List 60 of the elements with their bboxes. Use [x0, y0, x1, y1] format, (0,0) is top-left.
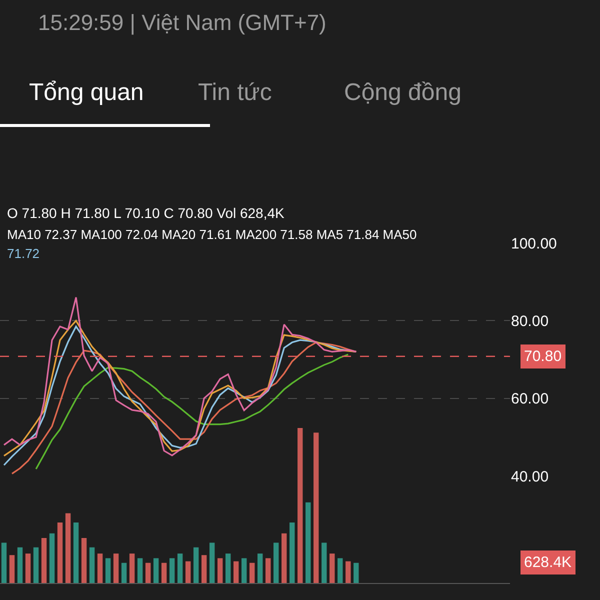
bar — [161, 562, 167, 583]
y-tick-label: 80.00 — [511, 312, 549, 330]
bar — [201, 555, 207, 583]
text: Tổng quan — [29, 79, 144, 106]
line-series — [35, 354, 349, 470]
bar — [113, 554, 119, 583]
bar — [9, 555, 15, 583]
bar — [241, 558, 247, 583]
bar — [145, 562, 151, 583]
bar — [25, 554, 31, 583]
bar — [57, 522, 63, 583]
bar — [73, 522, 79, 583]
text: 628.4K — [524, 554, 572, 571]
bar — [137, 558, 143, 583]
bar — [282, 533, 287, 583]
bar — [354, 562, 359, 583]
bar — [314, 432, 319, 583]
y-tick-label: 100.00 — [511, 235, 557, 252]
bar — [306, 502, 311, 583]
bar — [290, 522, 295, 583]
bar — [177, 554, 183, 583]
bar — [217, 558, 223, 583]
bar — [258, 554, 263, 583]
y-tick-label: 60.00 — [511, 390, 549, 408]
bar — [225, 554, 231, 583]
annotation: 71.72 — [7, 246, 40, 261]
bar — [41, 538, 47, 583]
bar — [81, 538, 87, 583]
bar — [274, 542, 279, 583]
bar — [193, 547, 199, 583]
bar — [17, 547, 23, 583]
bar — [250, 562, 255, 583]
bar — [233, 561, 239, 583]
bar — [129, 554, 135, 583]
bar — [33, 547, 39, 583]
bar — [338, 558, 343, 583]
bar — [49, 533, 55, 583]
bar — [97, 554, 103, 583]
bar — [209, 542, 215, 583]
bar — [330, 554, 335, 583]
bar — [89, 547, 95, 583]
text: O 71.80 H 71.80 L 70.10 C 70.80 Vol 628,4K — [7, 205, 286, 221]
bar — [153, 558, 159, 583]
bar — [105, 558, 111, 583]
text: Cộng đồng — [344, 79, 462, 106]
ref-line-label: 70.80 — [524, 348, 562, 365]
bar — [121, 562, 127, 583]
bar — [169, 558, 175, 583]
line-series — [11, 342, 357, 474]
bar — [346, 561, 351, 583]
bar — [266, 558, 271, 583]
bar — [322, 542, 327, 583]
y-tick-label: 40.00 — [511, 468, 549, 486]
bar — [298, 428, 303, 583]
text: MA10 72.37 MA100 72.04 MA20 71.61 MA200 71.58 MA5 71.84 MA50 — [7, 227, 417, 242]
bar — [1, 542, 7, 583]
bar — [65, 513, 71, 583]
text: Tin tức — [198, 79, 272, 106]
text: 15:29:59 | Việt Nam (GMT+7) — [38, 10, 326, 35]
bar — [185, 561, 191, 583]
